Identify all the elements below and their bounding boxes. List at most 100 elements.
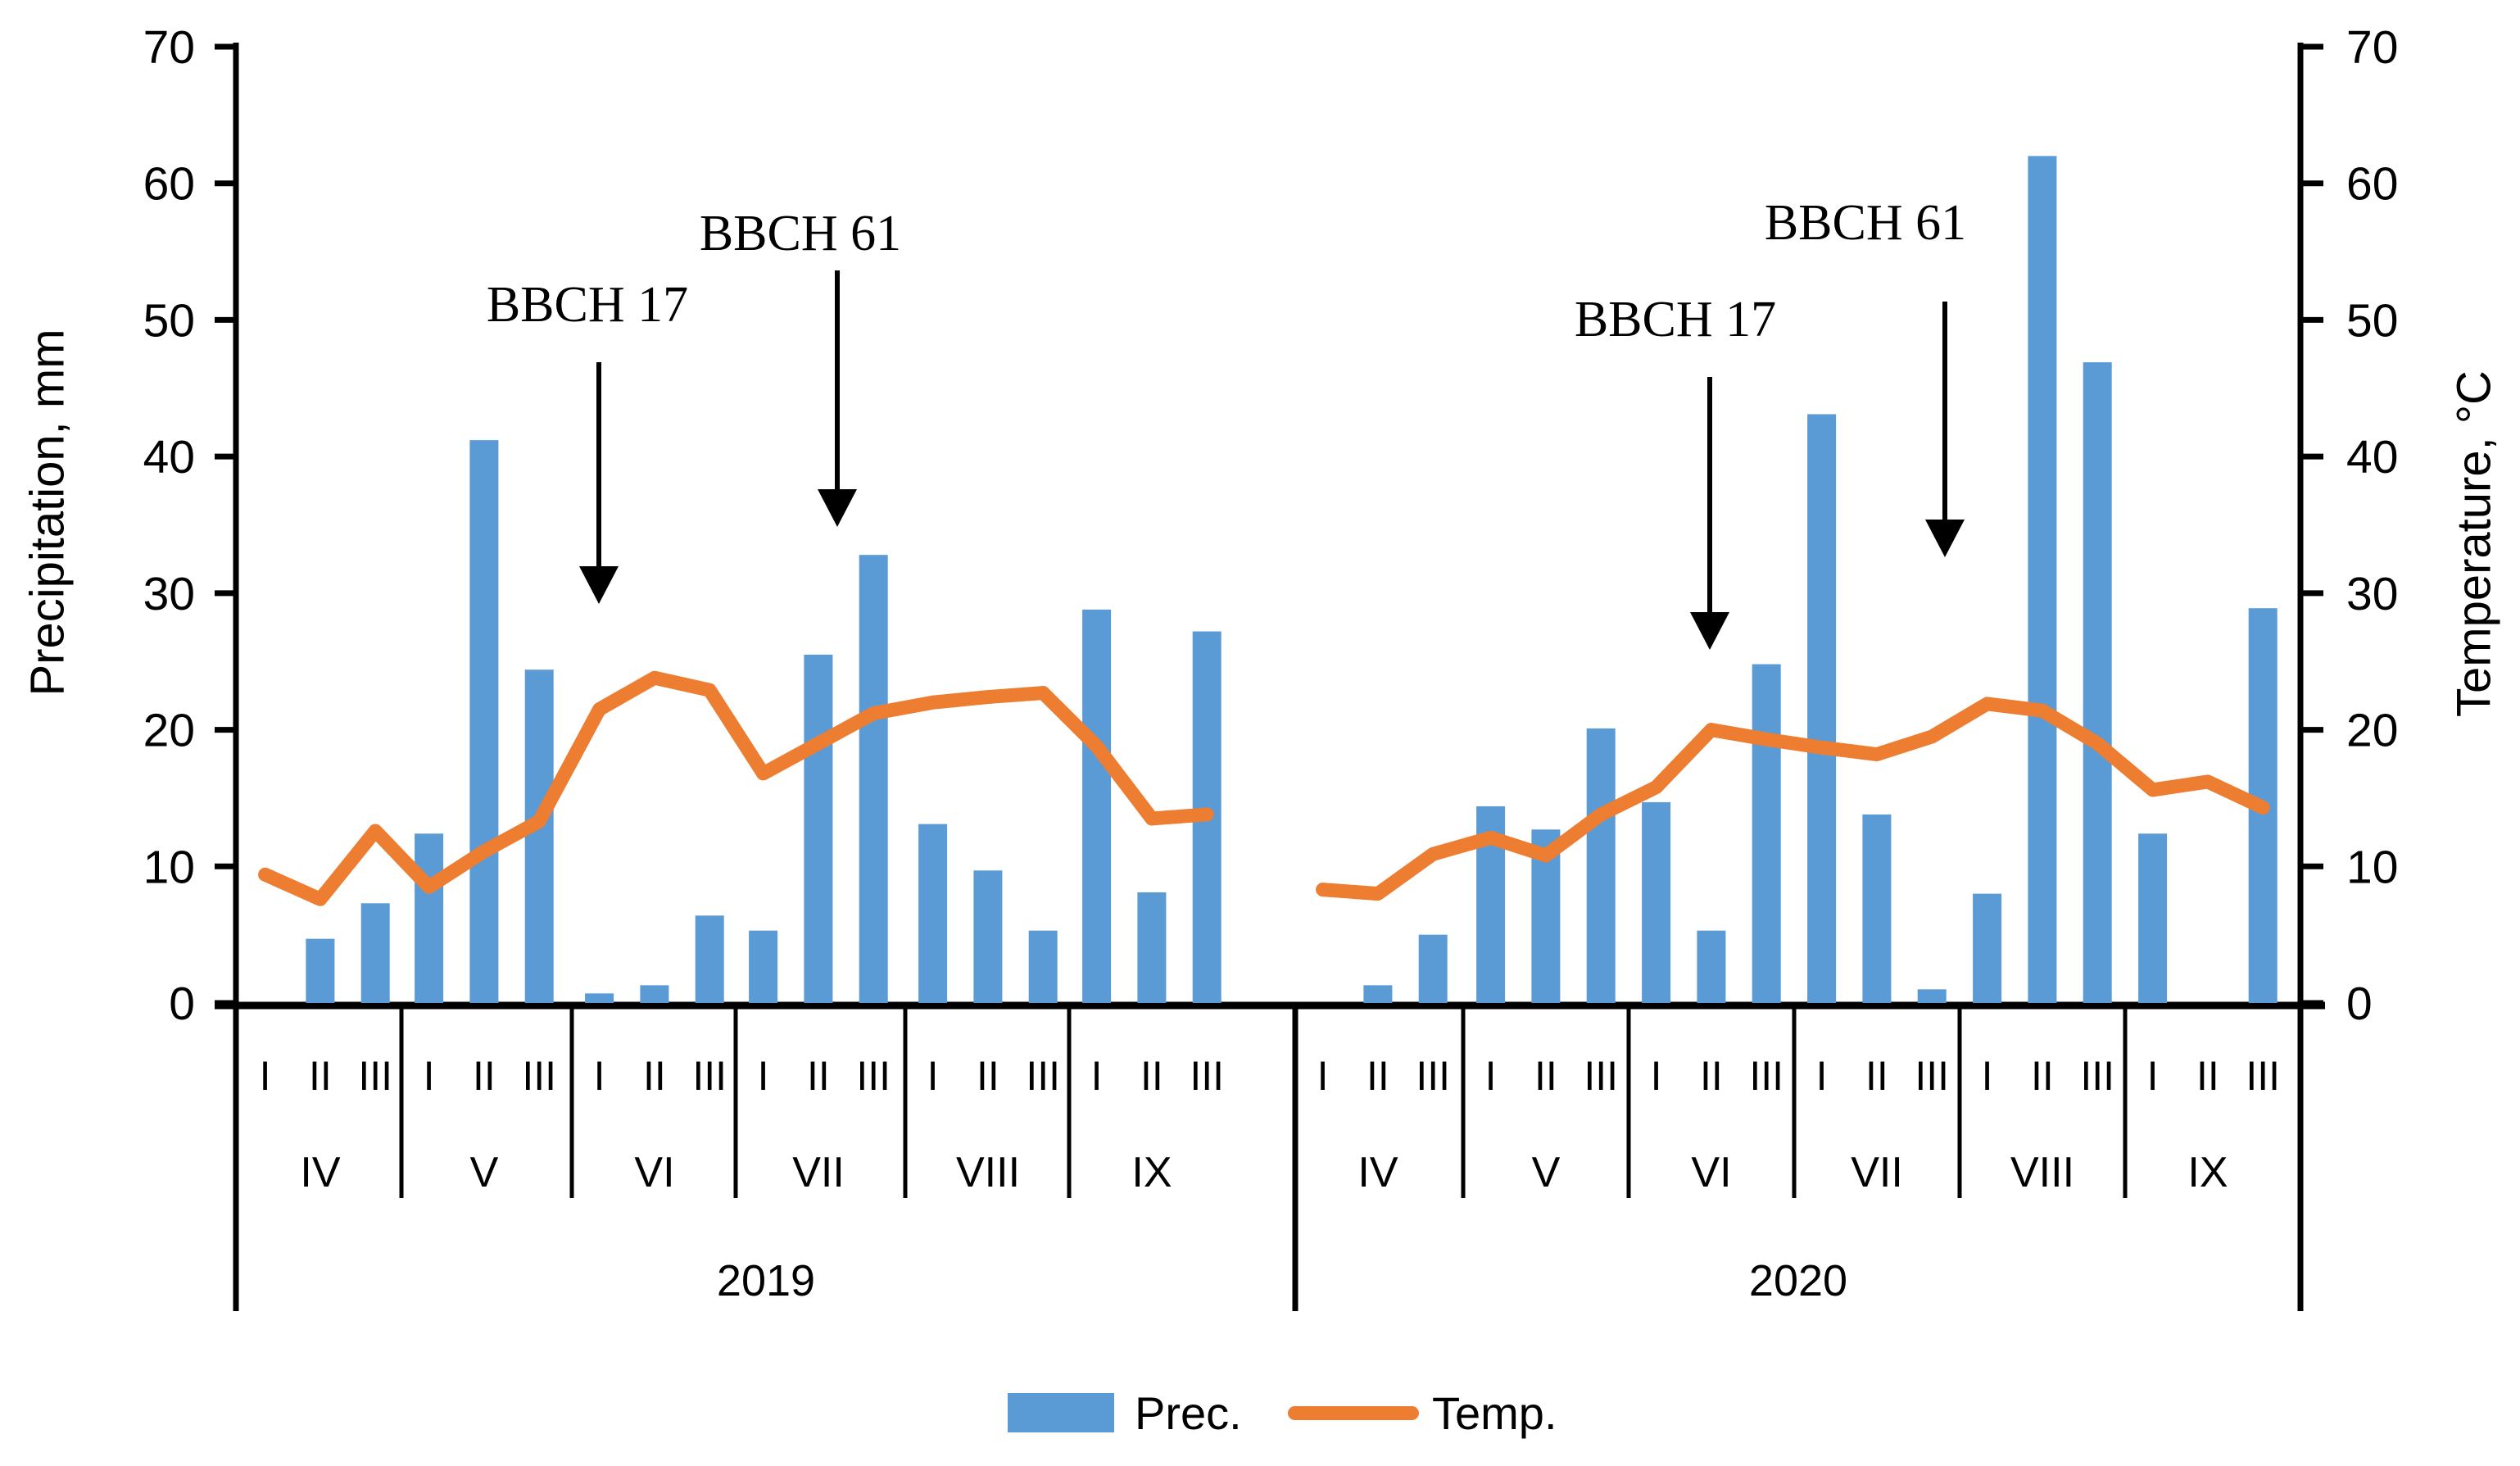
year-label-2019: 2019 — [716, 1256, 816, 1305]
right-tick-label: 50 — [2346, 294, 2398, 347]
left-tick-label: 0 — [169, 978, 195, 1030]
left-axis-title: Precipitation, mm — [20, 329, 75, 697]
bar-prec-2020-VII-I — [1807, 414, 1837, 1003]
bar-prec-2019-V-I — [415, 833, 444, 1003]
decade-label: I — [1651, 1053, 1662, 1099]
month-label-2020-VII: VII — [1851, 1149, 1903, 1196]
bar-prec-2019-IX-I — [1082, 609, 1112, 1003]
legend-temp-label: Temp. — [1432, 1387, 1557, 1439]
right-tick-label: 10 — [2346, 841, 2398, 893]
left-tick-label: 60 — [143, 158, 195, 211]
decade-label: III — [1026, 1053, 1060, 1099]
bar-prec-2019-VIII-III — [1028, 930, 1058, 1003]
month-label-2019-VIII: VIII — [956, 1149, 1020, 1196]
annotation-arrow-head — [1925, 520, 1965, 557]
left-tick-label: 70 — [143, 21, 195, 74]
right-tick-label: 30 — [2346, 568, 2398, 620]
legend-prec-swatch — [1008, 1393, 1114, 1432]
month-label-2020-IV: IV — [1357, 1149, 1398, 1196]
left-tick-label: 10 — [143, 841, 195, 893]
left-tick-label: 40 — [143, 431, 195, 483]
bar-prec-2020-VIII-III — [2083, 362, 2112, 1003]
bar-prec-2019-V-III — [524, 669, 554, 1003]
legend-temp-swatch — [1288, 1406, 1419, 1420]
right-tick-label: 20 — [2346, 705, 2398, 757]
decade-label: I — [1485, 1053, 1497, 1099]
left-tick-label: 20 — [143, 705, 195, 757]
bar-prec-2020-VII-II — [1862, 814, 1892, 1003]
decade-label: III — [358, 1053, 392, 1099]
bar-prec-2020-IV-II — [1363, 985, 1393, 1003]
bar-prec-2019-VII-III — [859, 555, 888, 1003]
bar-prec-2019-VIII-II — [973, 870, 1003, 1003]
decade-label: II — [1865, 1053, 1888, 1099]
legend-prec-label: Prec. — [1135, 1387, 1242, 1439]
bar-prec-2020-IV-III — [1418, 934, 1448, 1003]
decade-label: II — [473, 1053, 496, 1099]
decade-label: III — [692, 1053, 727, 1099]
decade-label: II — [1140, 1053, 1163, 1099]
decade-label: I — [758, 1053, 769, 1099]
month-label-2019-IX: IX — [1131, 1149, 1172, 1196]
decade-label: I — [927, 1053, 939, 1099]
bar-prec-2020-VI-III — [1752, 664, 1781, 1003]
right-tick-label: 40 — [2346, 431, 2398, 483]
decade-label: III — [2080, 1053, 2114, 1099]
decade-label: III — [1749, 1053, 1783, 1099]
month-label-2020-VI: VI — [1691, 1149, 1731, 1196]
decade-label: I — [1982, 1053, 1993, 1099]
decade-label: I — [2147, 1053, 2159, 1099]
bar-prec-2020-VIII-I — [1973, 893, 2002, 1003]
month-label-2020-V: V — [1532, 1149, 1561, 1196]
right-tick-label: 70 — [2346, 21, 2398, 74]
decade-label: II — [2031, 1053, 2054, 1099]
decade-label: I — [424, 1053, 435, 1099]
bar-prec-2019-VII-II — [804, 654, 833, 1003]
year-label-2020: 2020 — [1748, 1256, 1848, 1305]
bar-prec-2019-VII-I — [749, 930, 778, 1003]
decade-label: III — [1190, 1053, 1224, 1099]
bar-prec-2020-IX-I — [2138, 833, 2168, 1003]
decade-label: I — [1317, 1053, 1329, 1099]
annotation-label-bbch-61-2020: BBCH 61 — [1765, 195, 1966, 251]
bar-prec-2019-IV-II — [306, 938, 335, 1003]
decade-label: I — [1816, 1053, 1828, 1099]
bar-prec-2019-IV-III — [360, 903, 390, 1003]
decade-label: III — [1416, 1053, 1450, 1099]
decade-label: III — [1915, 1053, 1949, 1099]
decade-label: I — [1091, 1053, 1103, 1099]
legend: Prec. Temp. — [0, 1387, 2520, 1444]
annotation-label-bbch-17-2020: BBCH 17 — [1575, 292, 1776, 347]
bar-prec-2020-VIII-II — [2028, 156, 2057, 1003]
decade-label: II — [1534, 1053, 1557, 1099]
bar-prec-2020-VI-I — [1642, 801, 1671, 1003]
bar-prec-2019-VI-I — [585, 993, 614, 1003]
temp-line-2019 — [258, 670, 1214, 906]
bar-prec-2019-VI-II — [640, 985, 669, 1003]
decade-label: III — [1584, 1053, 1618, 1099]
decade-label: II — [1367, 1053, 1389, 1099]
bar-prec-2020-VI-II — [1697, 930, 1726, 1003]
month-label-2020-VIII: VIII — [2010, 1149, 2074, 1196]
bar-prec-2019-VI-III — [695, 915, 724, 1003]
annotation-arrow-head — [1690, 612, 1729, 650]
decade-label: III — [856, 1053, 891, 1099]
month-label-2020-IX: IX — [2187, 1149, 2228, 1196]
month-label-2019-VI: VI — [634, 1149, 674, 1196]
decade-label: II — [2196, 1053, 2219, 1099]
bar-prec-2019-IX-II — [1137, 892, 1167, 1003]
month-label-2019-V: V — [470, 1149, 499, 1196]
annotation-arrow-head — [579, 566, 619, 604]
right-tick-label: 60 — [2346, 158, 2398, 211]
decade-label: III — [2246, 1053, 2280, 1099]
decade-label: II — [309, 1053, 332, 1099]
right-tick-label: 0 — [2346, 978, 2373, 1030]
bar-prec-2020-VII-III — [1917, 989, 1947, 1003]
bar-prec-2019-V-II — [469, 440, 499, 1003]
left-tick-label: 50 — [143, 294, 195, 347]
decade-label: II — [977, 1053, 999, 1099]
decade-label: I — [594, 1053, 605, 1099]
annotation-label-bbch-61-2019: BBCH 61 — [700, 206, 901, 261]
left-tick-label: 30 — [143, 568, 195, 620]
